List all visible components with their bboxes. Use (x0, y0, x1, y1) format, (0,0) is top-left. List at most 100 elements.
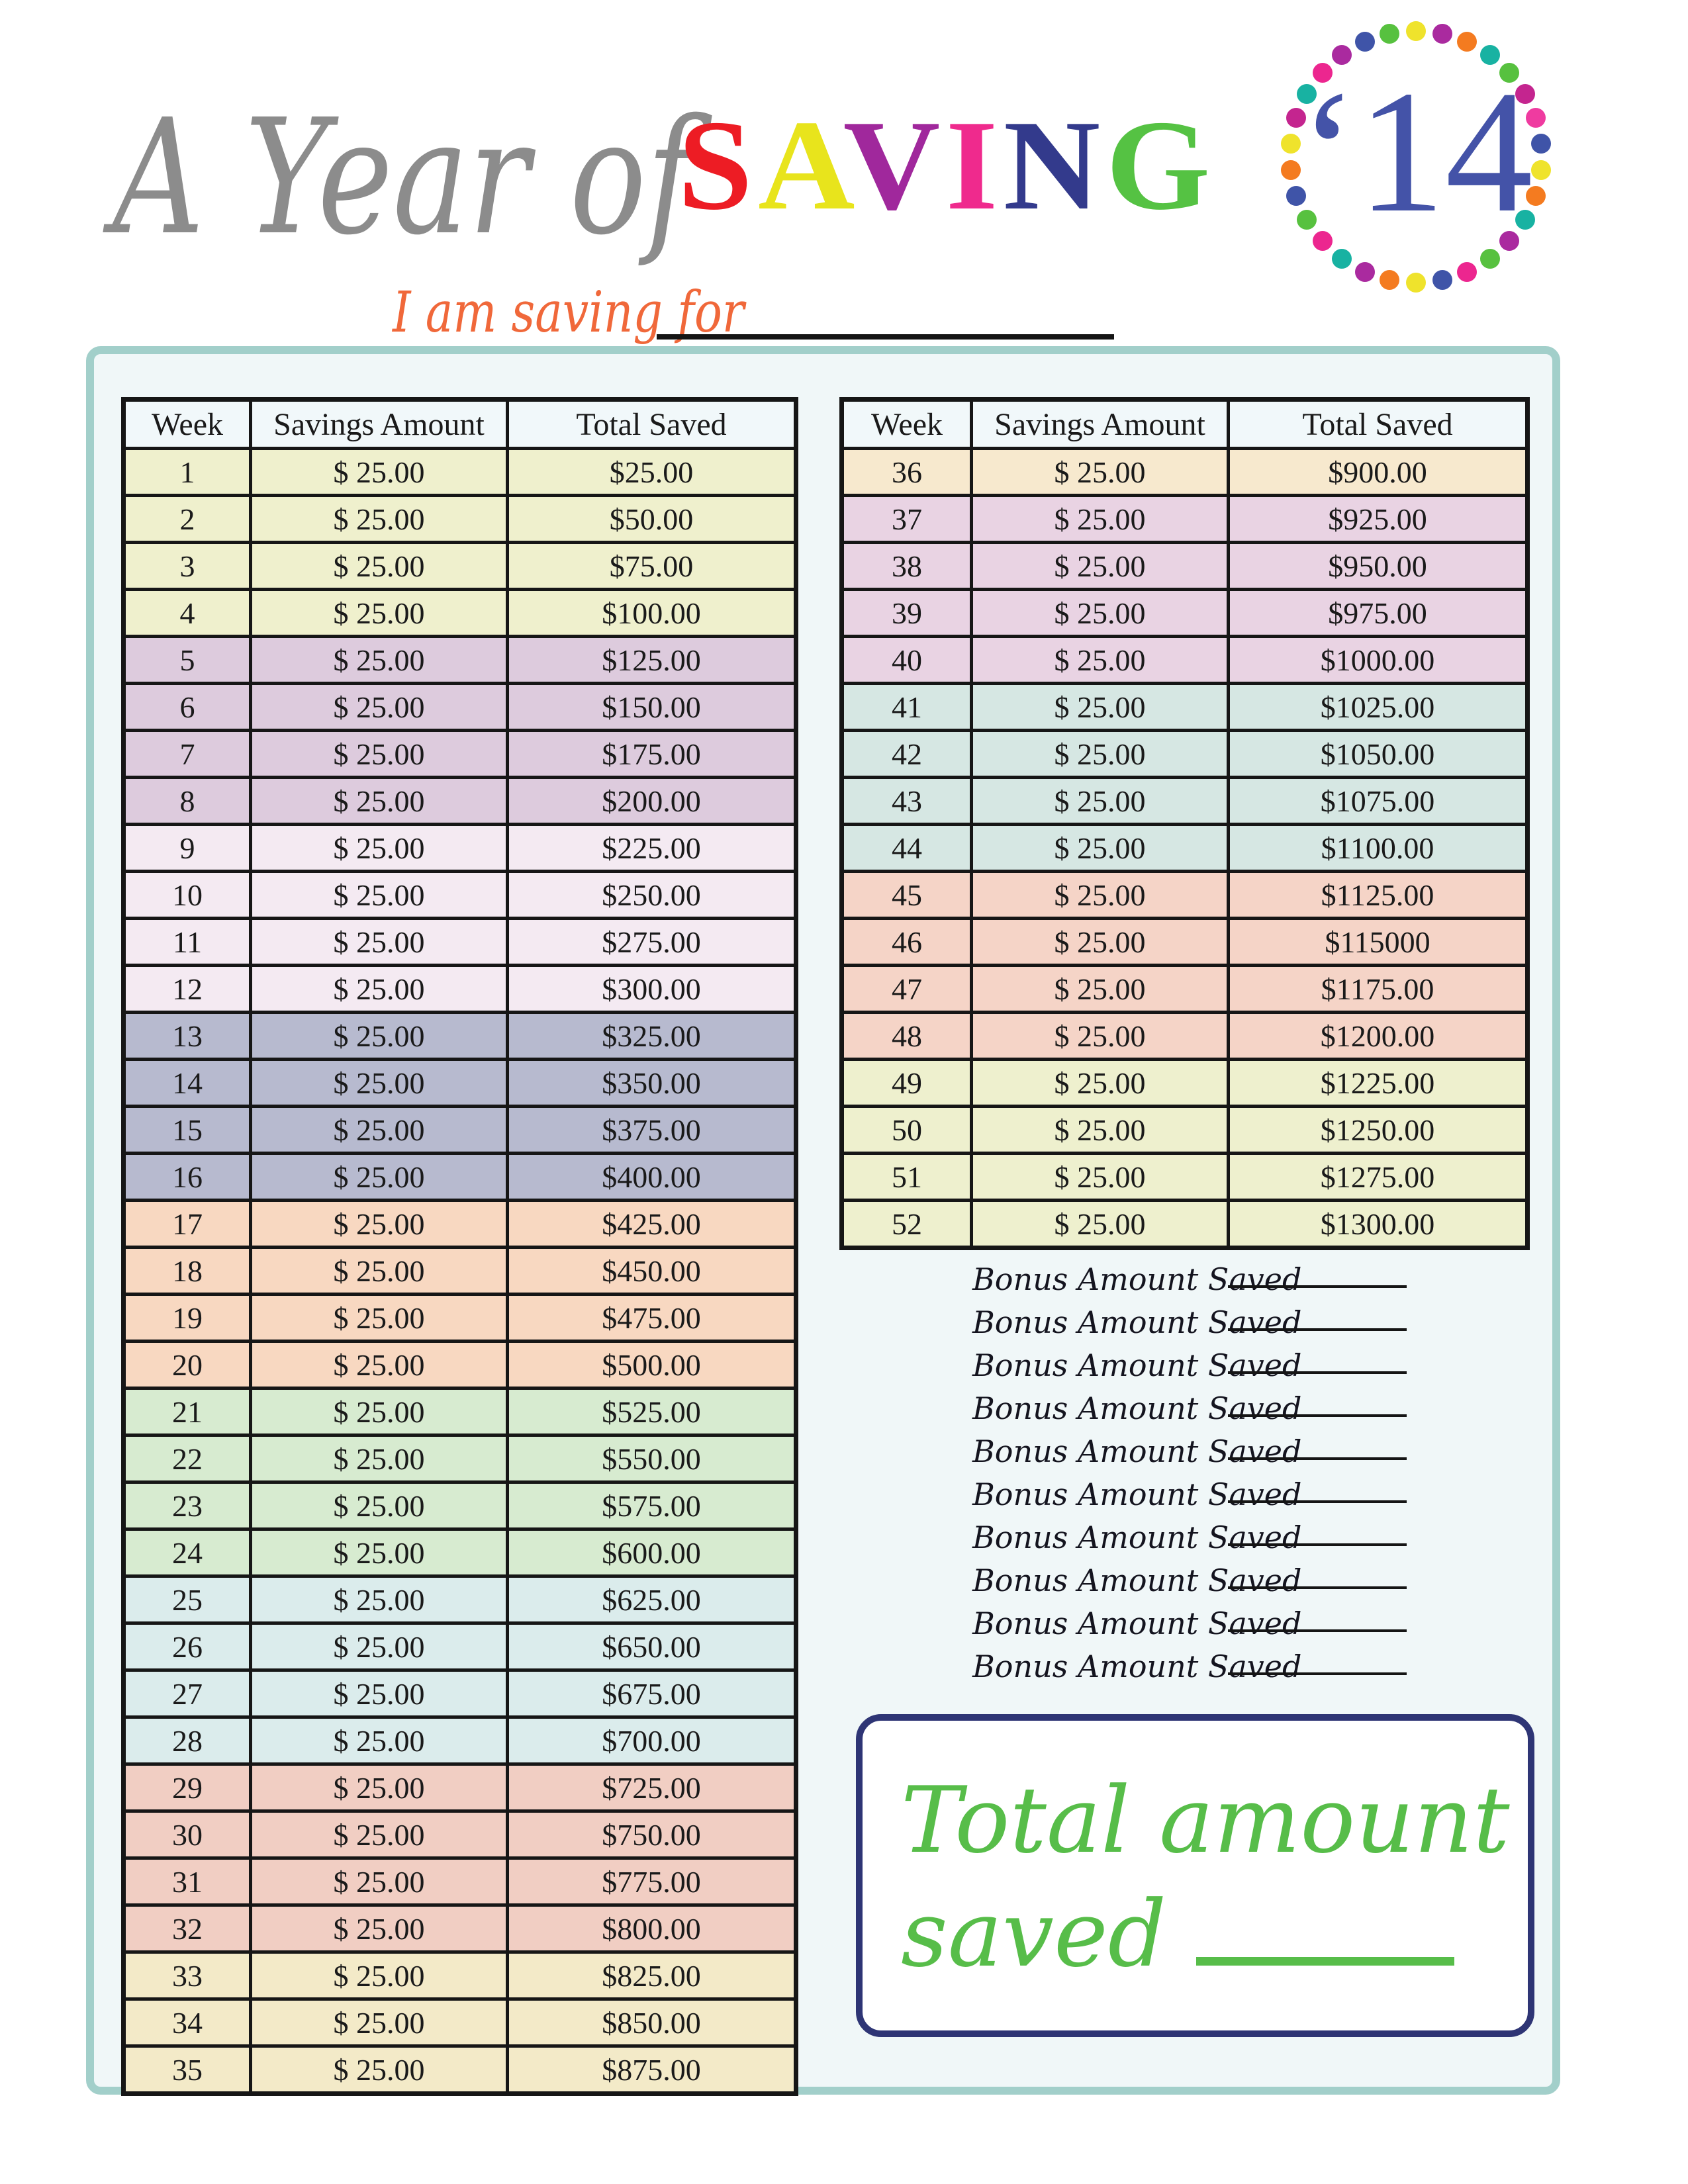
total-saved-cell: $525.00 (506, 1387, 798, 1437)
header-savings-amount: Savings Amount (249, 398, 509, 450)
savings-row-week-47: 47 $ 25.00 $1175.00 (840, 964, 1529, 1014)
badge-dot (1530, 159, 1551, 180)
savings-row-week-29: 29 $ 25.00 $725.00 (122, 1762, 798, 1813)
total-saved-blank-line[interactable] (1196, 1950, 1455, 1966)
total-saved-cell: $1025.00 (1227, 682, 1529, 732)
total-saved-cell: $675.00 (506, 1668, 798, 1719)
badge-dot (1297, 210, 1317, 230)
week-cell: 21 (122, 1387, 252, 1437)
savings-amount-cell: $ 25.00 (249, 2044, 509, 2095)
total-saved-cell: $875.00 (506, 2044, 798, 2095)
bonus-blank-line[interactable] (1228, 1672, 1407, 1675)
badge-dot (1432, 24, 1452, 44)
bonus-blank-line[interactable] (1228, 1586, 1407, 1589)
total-saved-cell: $700.00 (506, 1715, 798, 1766)
savings-amount-cell: $ 25.00 (249, 1152, 509, 1202)
total-saved-cell: $1200.00 (1227, 1011, 1529, 1061)
week-cell: 15 (122, 1105, 252, 1155)
total-saved-cell: $550.00 (506, 1433, 798, 1484)
savings-amount-cell: $ 25.00 (249, 1997, 509, 2048)
savings-row-week-14: 14 $ 25.00 $350.00 (122, 1058, 798, 1108)
badge-dot (1380, 24, 1400, 44)
header-total-saved: Total Saved (1227, 398, 1529, 450)
savings-row-week-48: 48 $ 25.00 $1200.00 (840, 1011, 1529, 1061)
total-saved-cell: $500.00 (506, 1340, 798, 1390)
total-saved-cell: $250.00 (506, 870, 798, 920)
savings-row-week-6: 6 $ 25.00 $150.00 (122, 682, 798, 732)
bonus-item: Bonus Amount Saved (972, 1598, 1542, 1641)
savings-row-week-37: 37 $ 25.00 $925.00 (840, 494, 1529, 544)
savings-row-week-44: 44 $ 25.00 $1100.00 (840, 823, 1529, 873)
week-cell: 22 (122, 1433, 252, 1484)
bonus-blank-line[interactable] (1228, 1285, 1407, 1288)
week-cell: 48 (840, 1011, 973, 1061)
badge-dot (1499, 62, 1520, 83)
title-letter-a: A (758, 94, 843, 237)
total-saved-cell: $1250.00 (1227, 1105, 1529, 1155)
saving-for-label: I am saving for (393, 280, 745, 345)
bonus-blank-line[interactable] (1228, 1414, 1407, 1417)
savings-amount-cell: $ 25.00 (249, 1574, 509, 1625)
bonus-blank-line[interactable] (1228, 1629, 1407, 1632)
week-cell: 7 (122, 729, 252, 779)
savings-row-week-40: 40 $ 25.00 $1000.00 (840, 635, 1529, 685)
savings-row-week-43: 43 $ 25.00 $1075.00 (840, 776, 1529, 826)
bonus-blank-line[interactable] (1228, 1500, 1407, 1503)
total-saved-cell: $400.00 (506, 1152, 798, 1202)
savings-row-week-24: 24 $ 25.00 $600.00 (122, 1527, 798, 1578)
week-cell: 42 (840, 729, 973, 779)
total-saved-cell: $350.00 (506, 1058, 798, 1108)
week-cell: 10 (122, 870, 252, 920)
savings-amount-cell: $ 25.00 (970, 1058, 1230, 1108)
year-badge: ‘14 (1277, 18, 1555, 296)
week-cell: 31 (122, 1856, 252, 1907)
savings-amount-cell: $ 25.00 (970, 870, 1230, 920)
total-saved-cell: $925.00 (1227, 494, 1529, 544)
savings-row-week-7: 7 $ 25.00 $175.00 (122, 729, 798, 779)
total-saved-cell: $975.00 (1227, 588, 1529, 638)
week-cell: 43 (840, 776, 973, 826)
bonus-list: Bonus Amount Saved Bonus Amount Saved Bonu… (972, 1254, 1542, 1684)
year-badge-text: ‘14 (1299, 55, 1533, 249)
week-cell: 1 (122, 447, 252, 497)
savings-row-week-42: 42 $ 25.00 $1050.00 (840, 729, 1529, 779)
week-cell: 39 (840, 588, 973, 638)
savings-amount-cell: $ 25.00 (249, 588, 509, 638)
savings-amount-cell: $ 25.00 (249, 917, 509, 967)
week-cell: 50 (840, 1105, 973, 1155)
savings-amount-cell: $ 25.00 (970, 917, 1230, 967)
saving-for-blank-line[interactable] (657, 334, 1114, 340)
savings-amount-cell: $ 25.00 (970, 776, 1230, 826)
bonus-blank-line[interactable] (1228, 1457, 1407, 1460)
week-cell: 32 (122, 1903, 252, 1954)
week-cell: 8 (122, 776, 252, 826)
savings-row-week-16: 16 $ 25.00 $400.00 (122, 1152, 798, 1202)
savings-amount-cell: $ 25.00 (249, 1480, 509, 1531)
title-saving-word: SAVING (678, 101, 1216, 230)
total-saved-cell: $450.00 (506, 1246, 798, 1296)
title-letter-v: V (843, 94, 946, 237)
total-saved-cell: $200.00 (506, 776, 798, 826)
savings-amount-cell: $ 25.00 (249, 1668, 509, 1719)
week-cell: 28 (122, 1715, 252, 1766)
savings-amount-cell: $ 25.00 (249, 1105, 509, 1155)
bonus-blank-line[interactable] (1228, 1371, 1407, 1374)
savings-row-week-35: 35 $ 25.00 $875.00 (122, 2044, 798, 2095)
bonus-blank-line[interactable] (1228, 1328, 1407, 1331)
week-cell: 29 (122, 1762, 252, 1813)
bonus-blank-line[interactable] (1228, 1543, 1407, 1546)
total-saved-cell: $575.00 (506, 1480, 798, 1531)
savings-amount-cell: $ 25.00 (249, 1903, 509, 1954)
total-saved-cell: $750.00 (506, 1809, 798, 1860)
savings-amount-cell: $ 25.00 (249, 1246, 509, 1296)
savings-row-week-51: 51 $ 25.00 $1275.00 (840, 1152, 1529, 1202)
badge-dot (1457, 261, 1477, 282)
savings-row-week-20: 20 $ 25.00 $500.00 (122, 1340, 798, 1390)
savings-row-week-15: 15 $ 25.00 $375.00 (122, 1105, 798, 1155)
savings-amount-cell: $ 25.00 (970, 447, 1230, 497)
week-cell: 18 (122, 1246, 252, 1296)
total-saved-cell: $175.00 (506, 729, 798, 779)
savings-row-week-31: 31 $ 25.00 $775.00 (122, 1856, 798, 1907)
total-saved-cell: $775.00 (506, 1856, 798, 1907)
week-cell: 9 (122, 823, 252, 873)
